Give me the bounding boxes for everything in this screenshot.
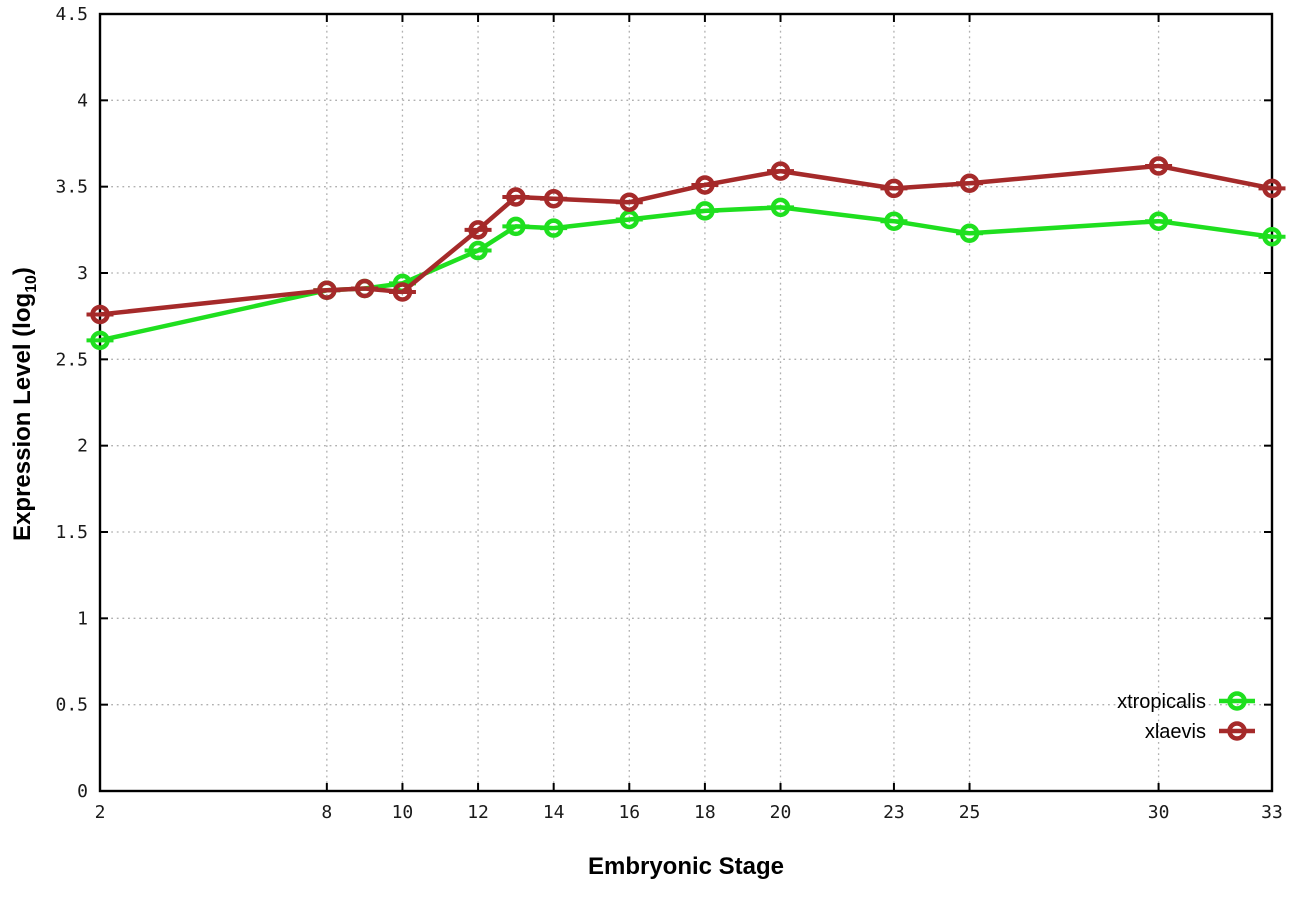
series-xlaevis — [86, 156, 1286, 325]
data-point-marker — [1262, 226, 1282, 247]
x-tick-label: 33 — [1261, 802, 1283, 823]
data-point-marker — [354, 278, 375, 299]
y-tick-label: 1.5 — [55, 522, 88, 543]
y-tick-label: 0 — [77, 781, 88, 802]
data-point-marker — [317, 280, 337, 301]
x-axis-title: Embryonic Stage — [588, 853, 784, 880]
x-tick-label: 14 — [543, 802, 565, 823]
data-point-marker — [506, 216, 526, 237]
legend-label: xtropicalis — [1117, 691, 1206, 713]
y-tick-label: 2 — [77, 436, 88, 457]
x-tick-label: 12 — [467, 802, 489, 823]
data-point-marker — [695, 201, 715, 221]
x-tick-label: 25 — [959, 802, 981, 823]
y-tick-label: 4 — [77, 90, 88, 111]
plot-border — [98, 12, 1274, 793]
y-tick-label: 1 — [77, 608, 88, 629]
data-point-marker — [392, 282, 413, 302]
x-tick-label: 20 — [770, 802, 792, 823]
y-axis-title: Expression Level (log10) — [9, 267, 40, 541]
series — [86, 156, 1286, 351]
data-point-marker — [543, 218, 564, 238]
data-point-marker — [770, 161, 791, 181]
legend-marker — [1227, 691, 1247, 711]
data-point-marker — [543, 189, 564, 209]
y-tick-label: 3 — [77, 263, 88, 284]
legend: xtropicalis xlaevis — [1117, 691, 1255, 743]
x-tick-label: 2 — [95, 802, 106, 823]
x-tick-label: 8 — [321, 802, 332, 823]
data-point-marker — [884, 178, 904, 199]
data-point-marker — [884, 211, 904, 231]
x-tick-label: 30 — [1148, 802, 1170, 823]
y-tick-label: 4.5 — [55, 4, 88, 25]
legend-row-xtropicalis: xtropicalis — [1117, 691, 1255, 713]
data-point-marker — [619, 209, 640, 230]
data-point-marker — [468, 220, 488, 240]
data-point-marker — [506, 187, 526, 207]
data-point-marker — [1262, 178, 1282, 199]
legend-marker — [1227, 721, 1247, 741]
axes: 2 8 10 12 14 16 18 20 23 25 30 33 0 0.5 1 1.5 2 2.5 3 3.5 4 4… — [55, 4, 1282, 823]
data-point-marker — [468, 240, 488, 261]
data-point-marker — [90, 304, 110, 325]
legend-label: xlaevis — [1145, 721, 1206, 743]
x-tick-label: 16 — [618, 802, 640, 823]
data-point-marker — [770, 197, 791, 218]
data-point-marker — [619, 192, 640, 212]
data-point-marker — [1148, 211, 1169, 231]
x-tick-label: 18 — [694, 802, 716, 823]
x-tick-label: 23 — [883, 802, 905, 823]
data-point-marker — [1148, 156, 1169, 176]
y-tick-label: 0.5 — [55, 695, 88, 716]
legend-row-xlaevis: xlaevis — [1145, 721, 1255, 743]
data-point-marker — [90, 330, 110, 351]
y-tick-label: 2.5 — [55, 349, 88, 370]
x-tick-label: 10 — [392, 802, 414, 823]
data-point-marker — [695, 175, 715, 195]
data-point-marker — [959, 173, 980, 193]
y-tick-label: 3.5 — [55, 177, 88, 198]
data-point-marker — [959, 223, 980, 244]
